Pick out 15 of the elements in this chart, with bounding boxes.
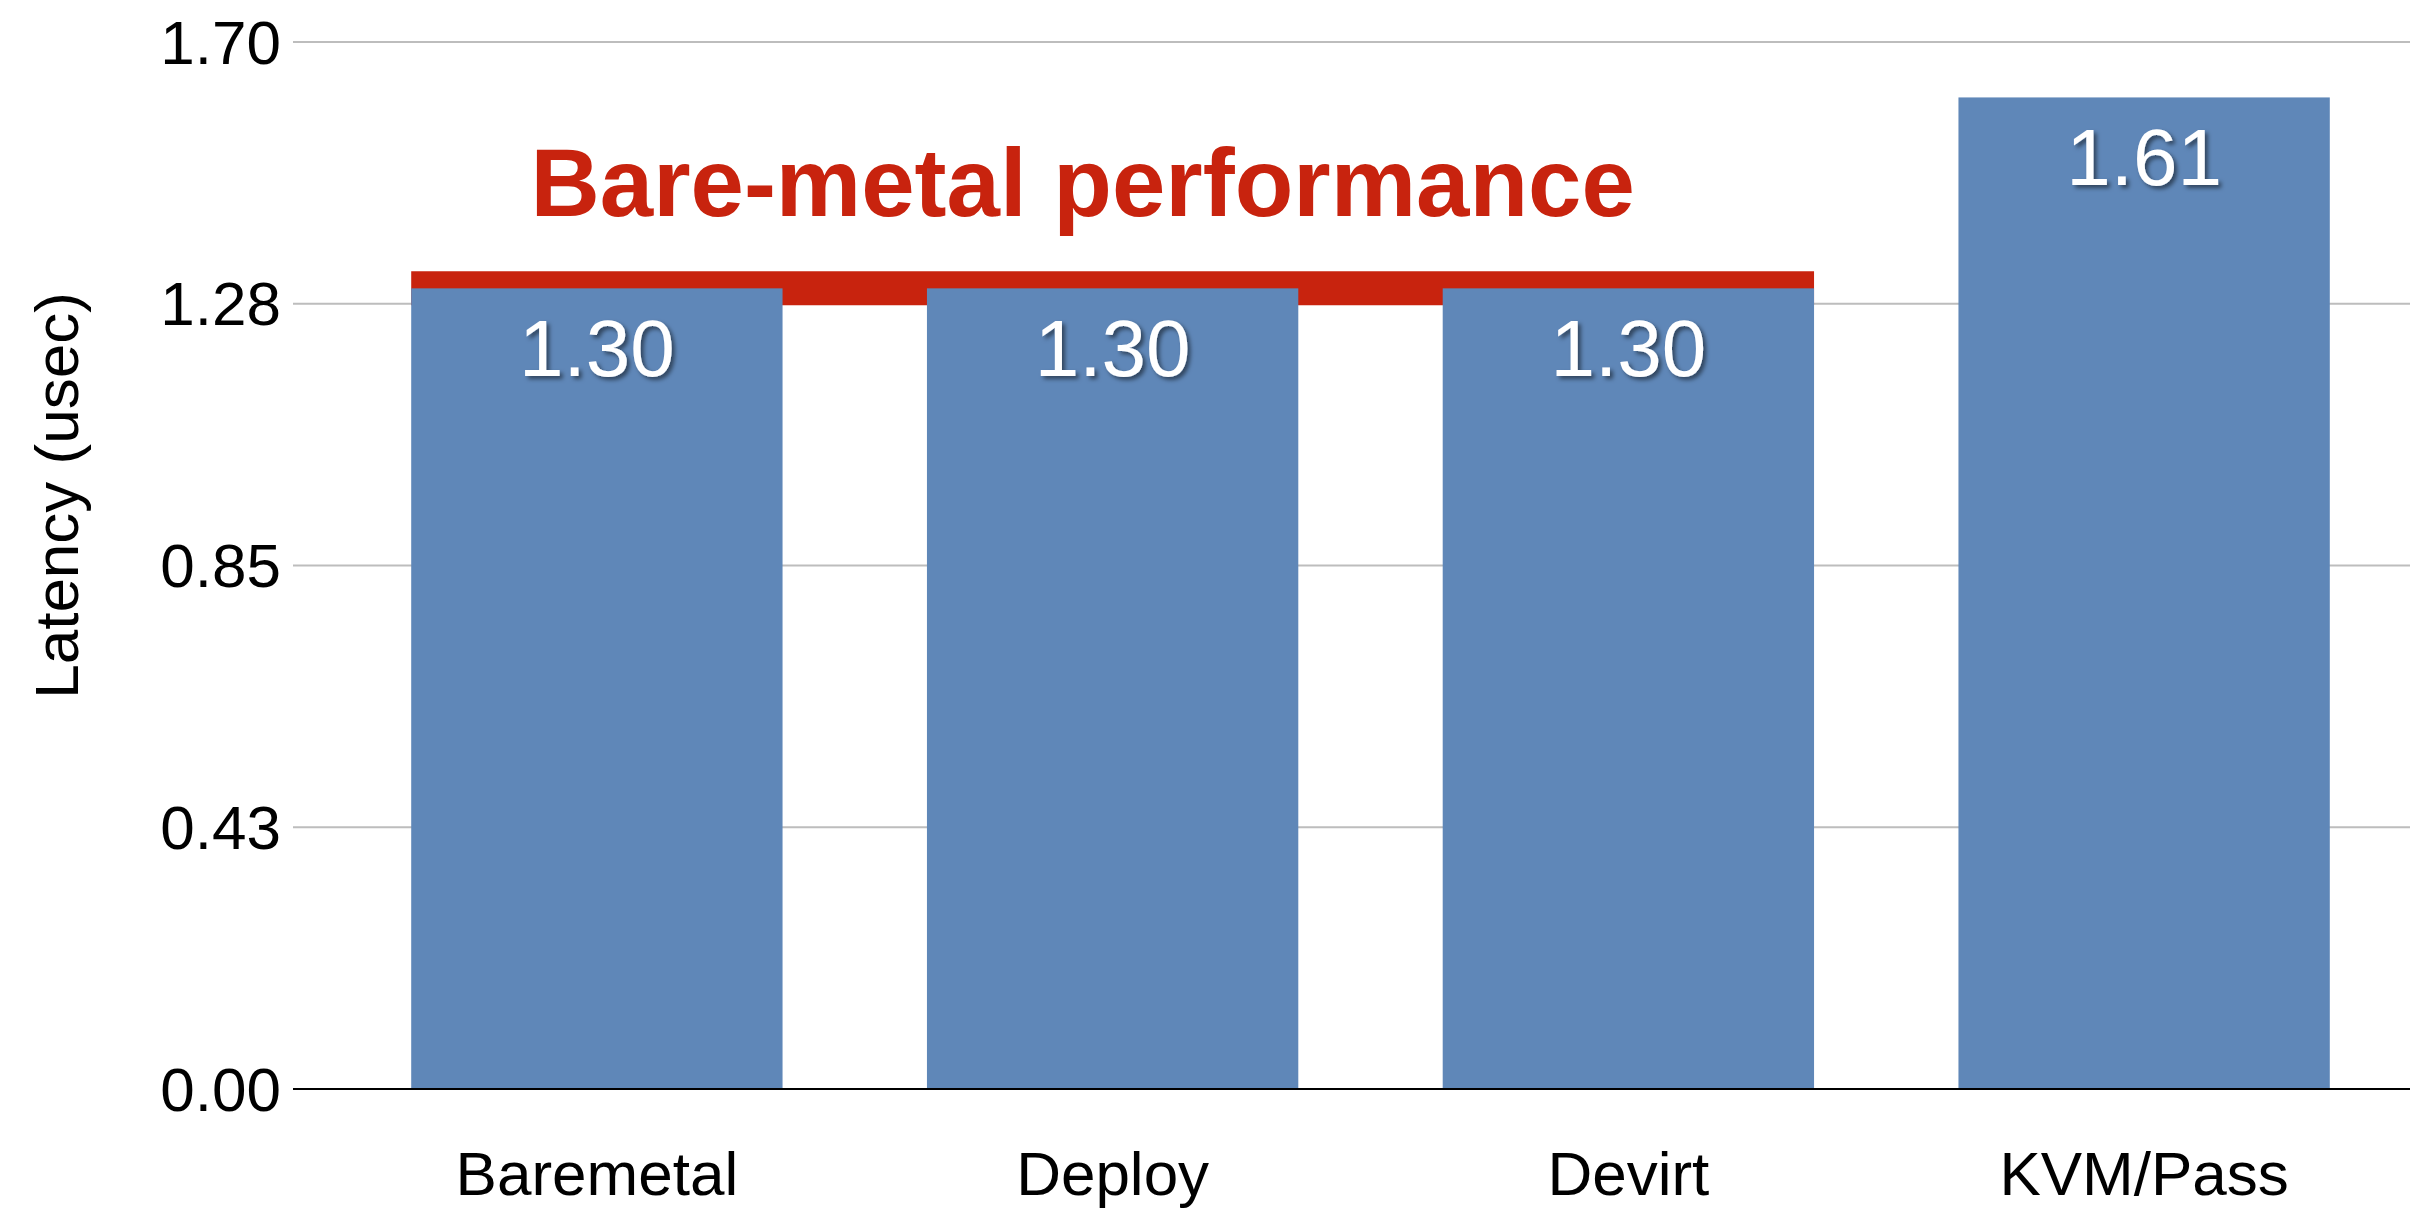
y-tick-label: 1.28 [160,269,281,339]
y-axis-title: Latency (usec) [22,292,91,699]
data-label: 1.30 [1034,304,1191,394]
x-tick-label: KVM/Pass [1999,1139,2289,1208]
x-tick-label: Devirt [1547,1139,1710,1208]
ref-line-label: Bare-metal performance [530,129,1635,237]
y-tick-label: 0.00 [160,1054,281,1124]
y-tick-label: 0.85 [160,531,281,601]
y-tick-label: 1.70 [160,7,281,77]
data-label: 1.61 [2066,113,2222,203]
y-tick-label: 0.43 [160,792,281,862]
x-tick-label: Deploy [1016,1139,1210,1208]
x-tick-label: Baremetal [455,1139,739,1208]
data-label: 1.30 [519,304,675,394]
data-label: 1.30 [1550,304,1707,394]
